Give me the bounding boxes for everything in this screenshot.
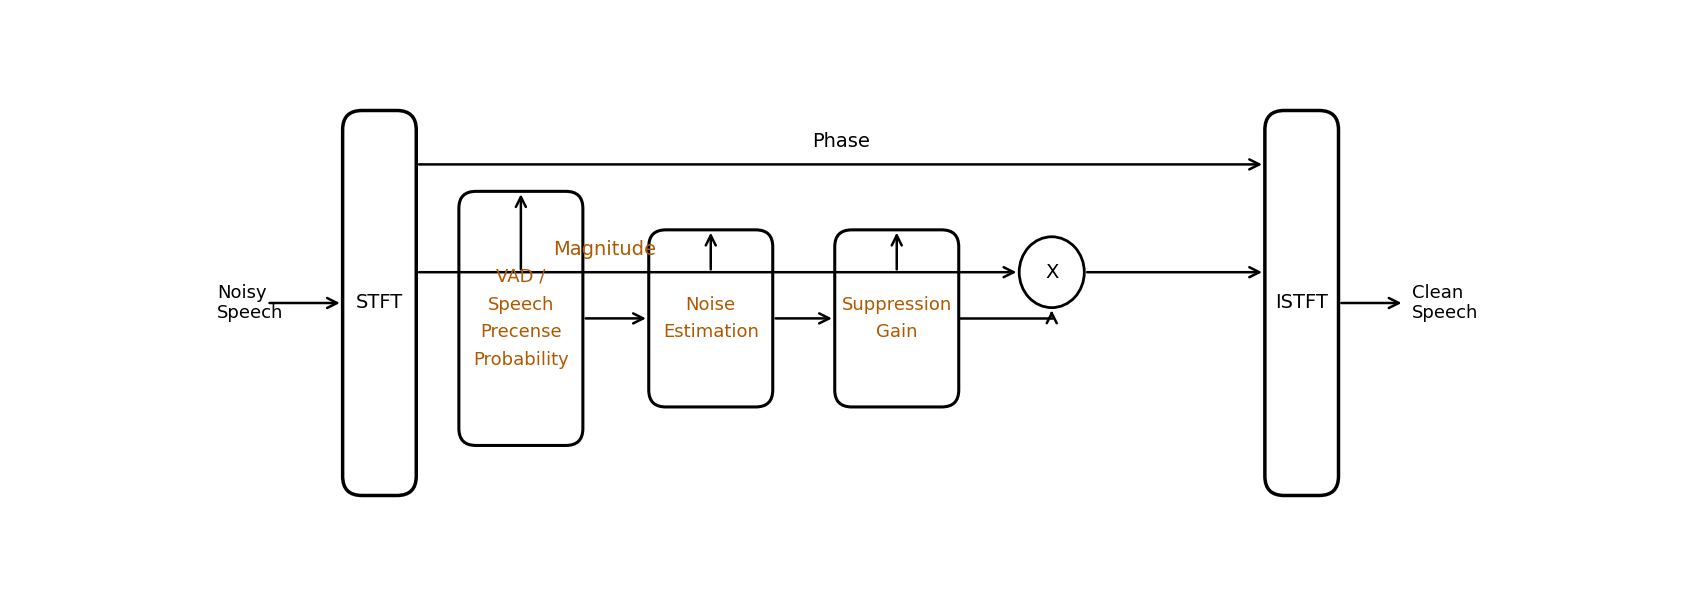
Text: X: X <box>1044 263 1058 281</box>
Text: Noisy
Speech: Noisy Speech <box>218 284 283 322</box>
Text: Clean
Speech: Clean Speech <box>1412 284 1478 322</box>
Ellipse shape <box>1019 237 1085 308</box>
Text: Magnitude: Magnitude <box>553 240 656 259</box>
FancyBboxPatch shape <box>835 230 958 407</box>
Text: VAD /
Speech
Precense
Probability: VAD / Speech Precense Probability <box>472 268 569 369</box>
FancyBboxPatch shape <box>1265 110 1338 496</box>
Text: STFT: STFT <box>356 293 403 313</box>
FancyBboxPatch shape <box>649 230 773 407</box>
FancyBboxPatch shape <box>342 110 417 496</box>
Text: Suppression
Gain: Suppression Gain <box>842 296 951 341</box>
FancyBboxPatch shape <box>459 191 584 445</box>
Text: Noise
Estimation: Noise Estimation <box>663 296 759 341</box>
Text: Phase: Phase <box>811 133 869 151</box>
Text: ISTFT: ISTFT <box>1275 293 1328 313</box>
